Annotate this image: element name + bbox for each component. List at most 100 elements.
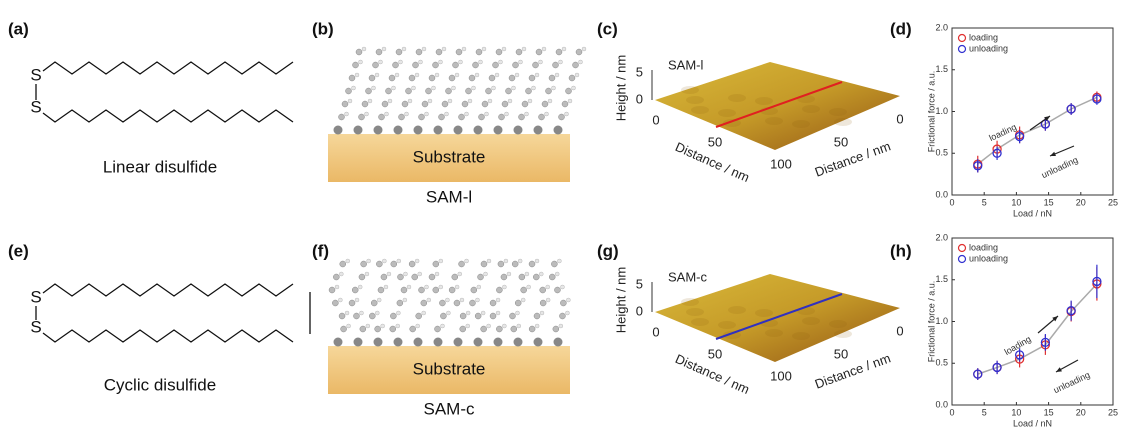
y-tick-label: 2.0 [935,232,948,242]
h-atom [475,73,479,77]
chain-atom [359,114,365,120]
chain [43,330,293,342]
h-atom [418,272,422,276]
h-atom [442,47,446,51]
legend-marker [959,35,966,42]
chain-atom [456,49,462,55]
h-atom [345,112,349,116]
chain-atom [409,75,415,81]
h-atom [566,298,570,302]
y-tick-label: 0.0 [935,399,948,409]
h-atom [552,86,556,90]
annotation: loading [987,122,1018,143]
panel-label: (e) [8,241,29,260]
h-atom [375,311,379,315]
chain-atom [346,88,352,94]
h-atom [366,324,370,328]
head-atom [394,338,403,347]
h-atom [355,298,359,302]
head-atom [474,338,483,347]
h-atom [499,60,503,64]
h-atom [402,47,406,51]
h-atom [439,259,443,263]
chain-atom [413,62,419,68]
h-atom [395,73,399,77]
chain-atom [576,49,582,55]
atom-label: S [30,317,41,336]
legend-label: loading [969,242,998,252]
chain-atom [481,261,487,267]
h-atom [579,60,583,64]
chain-atom [509,313,515,319]
chain [43,284,293,296]
chain-atom [382,101,388,107]
afm-texture [686,308,704,316]
chain-atom [397,274,403,280]
head-atom [354,126,363,135]
h-atom [365,272,369,276]
h-atom [466,311,470,315]
chain-atom [453,62,459,68]
h-atom [508,99,512,103]
chain-atom [452,274,458,280]
afm-tick: 100 [770,368,792,383]
h-atom [521,298,525,302]
chain-atom [553,62,559,68]
x-tick-label: 0 [949,197,954,207]
chain-atom [454,300,460,306]
chain-atom [373,62,379,68]
panel-label: (d) [890,19,912,38]
h-atom [484,272,488,276]
x-tick-label: 25 [1108,407,1118,417]
h-atom [475,298,479,302]
afm-texture [829,108,847,116]
h-atom [557,259,561,263]
head-atom [494,338,503,347]
substrate-label: Substrate [413,359,486,378]
afm-tick: 0 [896,111,903,126]
chain-atom [502,101,508,107]
h-atom [367,259,371,263]
chain-atom [352,287,358,293]
head-atom [434,126,443,135]
h-atom [422,311,426,315]
chain [43,110,293,122]
chain-atom [421,300,427,306]
chain-atom [473,62,479,68]
chain-atom [509,75,515,81]
chain-atom [442,101,448,107]
h-atom [385,112,389,116]
chain-atom [460,326,466,332]
afm-tick: 100 [770,156,792,171]
chain-atom [422,101,428,107]
h-atom [392,86,396,90]
h-atom [522,47,526,51]
h-atom [359,60,363,64]
chain-atom [533,62,539,68]
panel-label: (g) [597,241,619,260]
h-atom [505,112,509,116]
h-atom [415,259,419,263]
legend-label: loading [969,32,998,42]
legend-marker [959,46,966,53]
afm-texture [829,320,847,328]
chain-atom [496,287,502,293]
chain-atom [449,287,455,293]
head-atom [374,338,383,347]
h-atom [339,272,343,276]
afm-texture [802,105,820,113]
h-atom [535,259,539,263]
h-atom [446,311,450,315]
chain-atom [356,49,362,55]
chain-atom [490,300,496,306]
chain-atom [342,101,348,107]
x-tick-label: 5 [982,197,987,207]
h-atom [482,47,486,51]
chain-atom [481,326,487,332]
h-atom [416,324,420,328]
head-atom [494,126,503,135]
atom-label: S [30,65,41,84]
h-atom [465,259,469,263]
h-atom [368,99,372,103]
h-atom [487,259,491,263]
